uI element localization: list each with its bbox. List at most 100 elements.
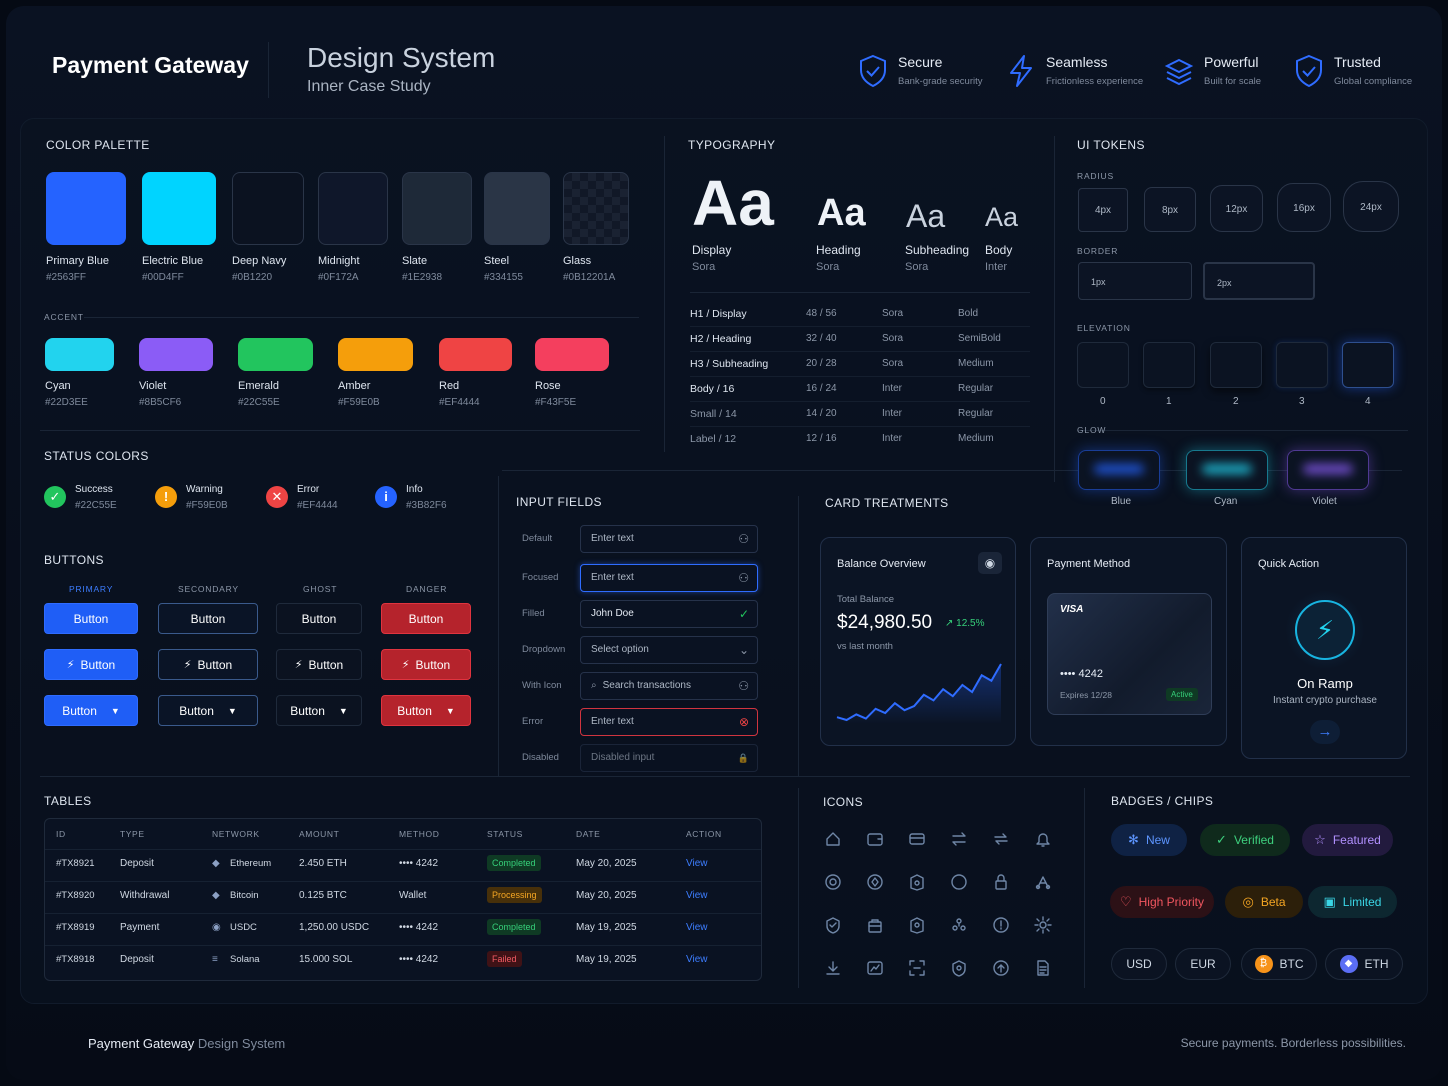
upload-icon[interactable] bbox=[992, 959, 1010, 977]
row-method: •••• 4242 bbox=[399, 858, 439, 869]
swap-icon[interactable] bbox=[992, 830, 1010, 848]
gear-icon[interactable] bbox=[1034, 916, 1052, 934]
usd-badge[interactable]: USD bbox=[1111, 948, 1167, 980]
wallet-icon[interactable] bbox=[866, 830, 884, 848]
swatch-name: Midnight bbox=[318, 255, 360, 267]
ghost-button[interactable]: Button bbox=[276, 603, 362, 634]
balance-card[interactable]: Balance Overview ◉ Total Balance $24,980… bbox=[820, 537, 1016, 746]
feature-title: Secure bbox=[898, 54, 943, 70]
glow-label: Cyan bbox=[1214, 496, 1238, 507]
feature-subtitle: Built for scale bbox=[1204, 76, 1262, 87]
row-network: Ethereum bbox=[230, 858, 272, 869]
default-input[interactable]: Enter text ⚇ bbox=[580, 525, 758, 553]
input-label: Focused bbox=[522, 572, 559, 583]
primary-dropdown-button[interactable]: Button ▼ bbox=[44, 695, 138, 726]
row-date: May 19, 2025 bbox=[576, 954, 637, 965]
secondary-dropdown-button[interactable]: Button ▼ bbox=[158, 695, 258, 726]
shield-icon[interactable] bbox=[908, 873, 926, 891]
bag-icon[interactable] bbox=[866, 916, 884, 934]
globe-icon[interactable] bbox=[950, 873, 968, 891]
featured-badge[interactable]: ☆ Featured bbox=[1302, 824, 1393, 856]
input-value: John Doe bbox=[591, 608, 634, 619]
table-divider bbox=[45, 849, 761, 850]
chart-nodes-icon[interactable] bbox=[950, 916, 968, 934]
swatch-deep-navy bbox=[232, 172, 304, 245]
view-link[interactable]: View bbox=[686, 890, 708, 901]
view-link[interactable]: View bbox=[686, 922, 708, 933]
high-priority-icon: ♡ bbox=[1119, 894, 1132, 909]
table-header: AMOUNT bbox=[299, 829, 340, 839]
focused-input[interactable]: Enter text ⚇ bbox=[580, 564, 758, 592]
dropdown-input[interactable]: Select option ⌄ bbox=[580, 636, 758, 664]
filled-input[interactable]: John Doe ✓ bbox=[580, 600, 758, 628]
divider bbox=[690, 351, 1030, 352]
bell-icon[interactable] bbox=[1034, 830, 1052, 848]
eth-badge[interactable]: ◆ ETH bbox=[1325, 948, 1403, 980]
verify-icon[interactable] bbox=[824, 916, 842, 934]
primary-button[interactable]: Button bbox=[44, 603, 138, 634]
verified-badge[interactable]: ✓ Verified bbox=[1200, 824, 1290, 856]
new-badge[interactable]: ✻ New bbox=[1111, 824, 1187, 856]
border-token-2: 2px bbox=[1203, 262, 1315, 300]
document-icon[interactable] bbox=[1034, 959, 1052, 977]
table-divider bbox=[45, 945, 761, 946]
arrow-right-icon[interactable]: → bbox=[1310, 720, 1340, 744]
input-label: Default bbox=[522, 533, 553, 544]
feature-title: Trusted bbox=[1334, 54, 1381, 70]
eye-icon[interactable]: ◉ bbox=[978, 552, 1002, 574]
danger-button[interactable]: Button bbox=[381, 603, 471, 634]
key-icon[interactable] bbox=[908, 916, 926, 934]
input-value: Enter text bbox=[591, 533, 634, 544]
btc-badge[interactable]: ₿ BTC bbox=[1241, 948, 1317, 980]
download-icon[interactable] bbox=[824, 959, 842, 977]
eur-badge[interactable]: EUR bbox=[1175, 948, 1231, 980]
quick-action-card[interactable]: Quick Action ⚡ On Ramp Instant crypto pu… bbox=[1241, 537, 1407, 759]
row-id: #TX8918 bbox=[56, 954, 95, 965]
view-link[interactable]: View bbox=[686, 858, 708, 869]
ghost-dropdown-button[interactable]: Button ▼ bbox=[276, 695, 362, 726]
beta-badge[interactable]: ◎ Beta bbox=[1225, 886, 1303, 918]
radius-title: RADIUS bbox=[1077, 171, 1114, 181]
elevation-token-3 bbox=[1276, 342, 1328, 388]
row-network: Solana bbox=[230, 954, 260, 965]
coin-icon[interactable] bbox=[866, 873, 884, 891]
section-title-badges: BADGES / CHIPS bbox=[1111, 794, 1214, 808]
type-name: Label / 12 bbox=[690, 433, 737, 445]
lightning-icon: ⚡ bbox=[1295, 600, 1355, 660]
primary-icon-button[interactable]: ⚡ Button bbox=[44, 649, 138, 680]
section-title-tokens: UI TOKENS bbox=[1077, 138, 1145, 152]
divider bbox=[690, 292, 1030, 293]
payment-method-card[interactable]: Payment Method VISA •••• 4242 Expires 12… bbox=[1030, 537, 1227, 746]
transfer-icon[interactable] bbox=[950, 830, 968, 848]
balance-trend-chart bbox=[836, 663, 1002, 724]
heading-sample: Aa bbox=[817, 192, 866, 234]
row-amount: 2.450 ETH bbox=[299, 858, 347, 869]
chart-icon[interactable] bbox=[866, 959, 884, 977]
card-icon[interactable] bbox=[908, 830, 926, 848]
settings-icon[interactable] bbox=[824, 873, 842, 891]
view-link[interactable]: View bbox=[686, 954, 708, 965]
info-icon[interactable] bbox=[992, 916, 1010, 934]
scan-icon[interactable] bbox=[908, 959, 926, 977]
badge-icon[interactable] bbox=[950, 959, 968, 977]
secondary-icon-button[interactable]: ⚡ Button bbox=[158, 649, 258, 680]
status-badge: Completed bbox=[487, 855, 541, 871]
with-icon-input[interactable]: ⌕ Search transactions ⚇ bbox=[580, 672, 758, 700]
lightning-icon: ⚡ bbox=[294, 659, 303, 671]
status-hex: #3B82F6 bbox=[406, 500, 447, 511]
lock-icon[interactable] bbox=[992, 873, 1010, 891]
divider bbox=[502, 470, 1402, 471]
badge-label: New bbox=[1145, 833, 1170, 847]
high-priority-badge[interactable]: ♡ High Priority bbox=[1110, 886, 1214, 918]
limited-badge[interactable]: ▣ Limited bbox=[1308, 886, 1397, 918]
ghost-icon-button[interactable]: ⚡ Button bbox=[276, 649, 362, 680]
error-input[interactable]: Enter text ⊗ bbox=[580, 708, 758, 736]
network-icon[interactable] bbox=[1034, 873, 1052, 891]
type-weight: SemiBold bbox=[958, 333, 1001, 344]
danger-icon-button[interactable]: ⚡ Button bbox=[381, 649, 471, 680]
danger-dropdown-button[interactable]: Button ▼ bbox=[381, 695, 471, 726]
secondary-button[interactable]: Button bbox=[158, 603, 258, 634]
home-icon[interactable] bbox=[824, 830, 842, 848]
swatch-hex: #22D3EE bbox=[45, 397, 88, 408]
swatch-hex: #0B1220 bbox=[232, 272, 273, 283]
